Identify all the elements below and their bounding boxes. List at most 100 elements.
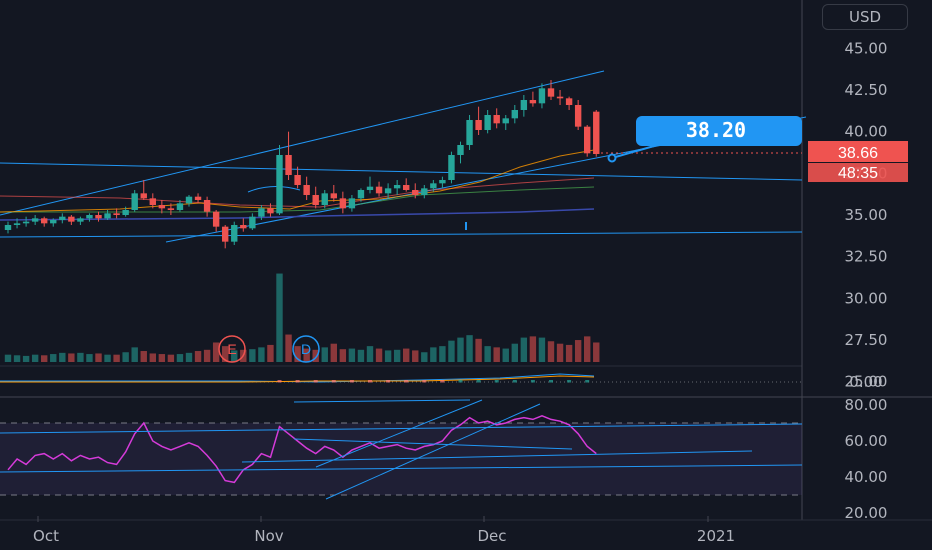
volume-bar [375,348,383,362]
candle-body [421,188,428,195]
volume-bar [41,355,48,362]
candle-body [212,211,220,227]
macd-histogram-bar [313,380,318,383]
horizontal-trendline [0,162,803,181]
candle-body [249,216,256,229]
volume-bar [249,349,256,362]
countdown-badge [808,163,908,182]
volume-bar [312,349,319,362]
rsi-tick-label: 60.00 [845,432,888,450]
candle-body [384,188,392,194]
candle-body [556,96,564,99]
volume-bar [95,353,102,362]
volume-bar [574,340,582,362]
macd-histogram-bar [530,380,535,383]
volume-bar [520,337,528,362]
macd-histogram-bar [494,380,499,383]
last-price-badge [808,141,908,162]
volume-bar [466,335,473,362]
volume-bar [448,340,455,362]
price-tick-label: 35.00 [845,206,888,224]
candle-body [240,225,247,229]
macd-histogram-bar [331,380,336,383]
candle-body [258,208,265,217]
volume-bar [357,349,365,362]
candle-body [13,223,21,225]
volume-bar [475,338,482,362]
candle-body [565,98,573,105]
candle-body [538,88,546,104]
candle-body [484,115,491,130]
volume-bar [384,350,392,362]
candle-body [104,213,111,219]
macd-histogram-bar [476,380,481,383]
volume-bar [321,347,328,362]
ma-red-line [0,177,595,208]
volume-bar [68,353,75,362]
macd-histogram-bar [458,380,463,383]
candle-body [59,216,66,220]
macd-histogram-bar [585,380,590,383]
price-tick-label: 27.50 [845,331,888,349]
volume-bar [529,336,537,362]
volume-bar [104,354,111,362]
candle-body [430,183,437,189]
candle-body [375,186,383,194]
macd-histogram-bar [567,380,572,383]
candle-body [77,218,84,222]
volume-bar [222,346,229,362]
macd-histogram-bar [440,380,445,383]
macd-histogram-bar [404,380,409,383]
arc-drawing [247,186,301,193]
volume-bar [457,337,464,362]
candle-body [403,185,410,190]
candle-body [22,221,30,224]
volume-bar [258,347,265,362]
rsi-trendline-mid [241,450,753,463]
volume-bar [149,353,156,362]
candle-body [330,193,337,199]
volume-bar [176,354,184,362]
volume-bar [556,343,564,362]
volume-bar [421,352,428,362]
volume-bar [13,355,21,362]
macd-histogram-bar [422,380,427,383]
volume-bar [502,348,509,362]
macd-histogram-bar [277,380,282,383]
price-tick-label: 42.50 [845,81,888,99]
volume-bar [330,343,337,362]
volume-bar [194,351,202,362]
volume-bar [430,347,437,362]
volume-bar [167,354,175,362]
candle-body [122,210,129,215]
currency-selector-button[interactable]: USD [822,4,908,30]
macd-histogram-bar [386,380,391,383]
earnings-marker-circle [218,335,246,363]
candle-body [520,100,528,110]
candle-body [511,110,518,119]
volume-bar [538,337,546,362]
candle-body [222,226,229,242]
volume-bar [493,347,500,362]
candle-body [185,196,193,204]
callout-text: 38.20 [686,118,746,142]
volume-bar [439,346,446,362]
candle-body [194,196,202,200]
volume-bar [4,354,12,362]
price-tick-label: 25.00 [845,373,888,391]
candle-body [584,126,591,154]
macd-line [0,373,595,383]
macd-histogram-bar [549,380,553,383]
earnings-marker-label: E [227,341,236,357]
candle-body [321,193,328,205]
candle-body [50,220,57,224]
time-tick-label: Oct [33,527,59,545]
candle-body [493,115,500,124]
candle-body [176,203,184,210]
volume-bar [366,346,374,362]
volume-bar [412,350,419,362]
rsi-tick-label: 40.00 [845,468,888,486]
volume-bar [140,351,147,362]
